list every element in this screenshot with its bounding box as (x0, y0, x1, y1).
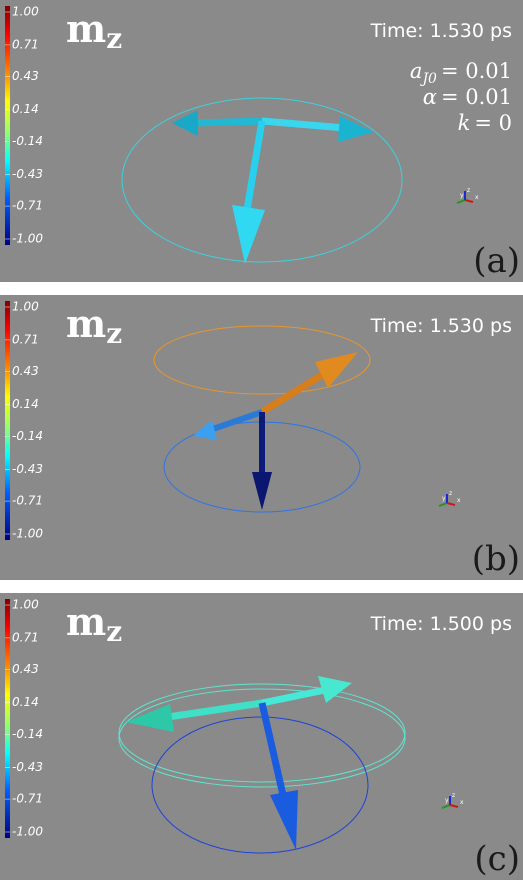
colorbar-label: 1.00 (12, 5, 39, 19)
colorbar-label: -0.43 (12, 462, 43, 476)
quantity-subscript: z (106, 615, 122, 648)
quantity-symbol: m (66, 6, 106, 51)
colorbar-label: 1.00 (12, 300, 39, 314)
triad-axis (449, 804, 459, 808)
colorbar-label: -0.14 (12, 727, 43, 741)
triad-axis (456, 199, 466, 204)
scene-c (118, 676, 406, 854)
triad-label: z (449, 490, 452, 497)
triad-label: x (475, 194, 479, 201)
colorbar-label: 0.71 (12, 630, 39, 644)
parameter: aJ0 = 0.01 (410, 59, 512, 87)
time-label: Time: 1.530 ps (370, 20, 512, 42)
colorbar (5, 6, 10, 245)
scene-b (153, 325, 371, 513)
triad-axis (441, 804, 451, 809)
param-value: = 0 (474, 111, 512, 135)
parameter: k = 0 (458, 111, 512, 135)
colorbar-label: 0.71 (12, 332, 39, 346)
triad-label: y (460, 192, 464, 199)
triad-axis (446, 502, 456, 506)
param-name: α (423, 85, 437, 109)
quantity-label: mz (66, 6, 122, 55)
quantity-subscript: z (106, 317, 122, 350)
colorbar-label: 0.71 (12, 37, 39, 51)
colorbar-label: -0.43 (12, 760, 43, 774)
colorbar-label: 1.00 (12, 598, 39, 612)
triad-label: y (445, 797, 449, 804)
triad-axis (464, 199, 474, 203)
colorbar-label: -1.00 (12, 825, 43, 839)
colorbar-label: -0.14 (12, 134, 43, 148)
scene-a (121, 97, 403, 264)
colorbar-label: 0.43 (12, 662, 39, 676)
param-value: = 0.01 (441, 85, 512, 109)
colorbar-label: 0.14 (12, 695, 39, 709)
quantity-subscript: z (106, 22, 122, 55)
parameter: α = 0.01 (423, 85, 512, 109)
colorbar (5, 599, 10, 838)
time-label: Time: 1.500 ps (370, 613, 512, 635)
triad-label: x (460, 799, 464, 806)
colorbar-label: -1.00 (12, 527, 43, 541)
param-name: k (458, 111, 471, 135)
colorbar-label: -0.14 (12, 429, 43, 443)
triad-label: y (442, 495, 446, 502)
param-sub: J0 (419, 71, 437, 87)
panel-label: (b) (472, 539, 520, 579)
colorbar (5, 301, 10, 540)
colorbar-label: -0.43 (12, 167, 43, 181)
colorbar-label: 0.14 (12, 102, 39, 116)
quantity-label: mz (66, 599, 122, 648)
quantity-label: mz (66, 301, 122, 350)
colorbar-label: -1.00 (12, 232, 43, 246)
time-label: Time: 1.530 ps (370, 315, 512, 337)
colorbar-label: 0.43 (12, 364, 39, 378)
colorbar-label: -0.71 (12, 494, 43, 508)
triad-label: z (452, 792, 455, 799)
colorbar-label: -0.71 (12, 792, 43, 806)
param-name: a (410, 59, 423, 83)
triad-label: x (457, 497, 461, 504)
quantity-symbol: m (66, 301, 106, 346)
triad-axis (438, 502, 448, 507)
panel-bg (0, 593, 523, 880)
colorbar-label: 0.14 (12, 397, 39, 411)
panel-label: (a) (473, 241, 520, 281)
colorbar-label: 0.43 (12, 69, 39, 83)
colorbar-label: -0.71 (12, 199, 43, 213)
param-value: = 0.01 (441, 59, 512, 83)
triad-label: z (467, 187, 470, 194)
panel-label: (c) (474, 839, 520, 879)
quantity-symbol: m (66, 599, 106, 644)
